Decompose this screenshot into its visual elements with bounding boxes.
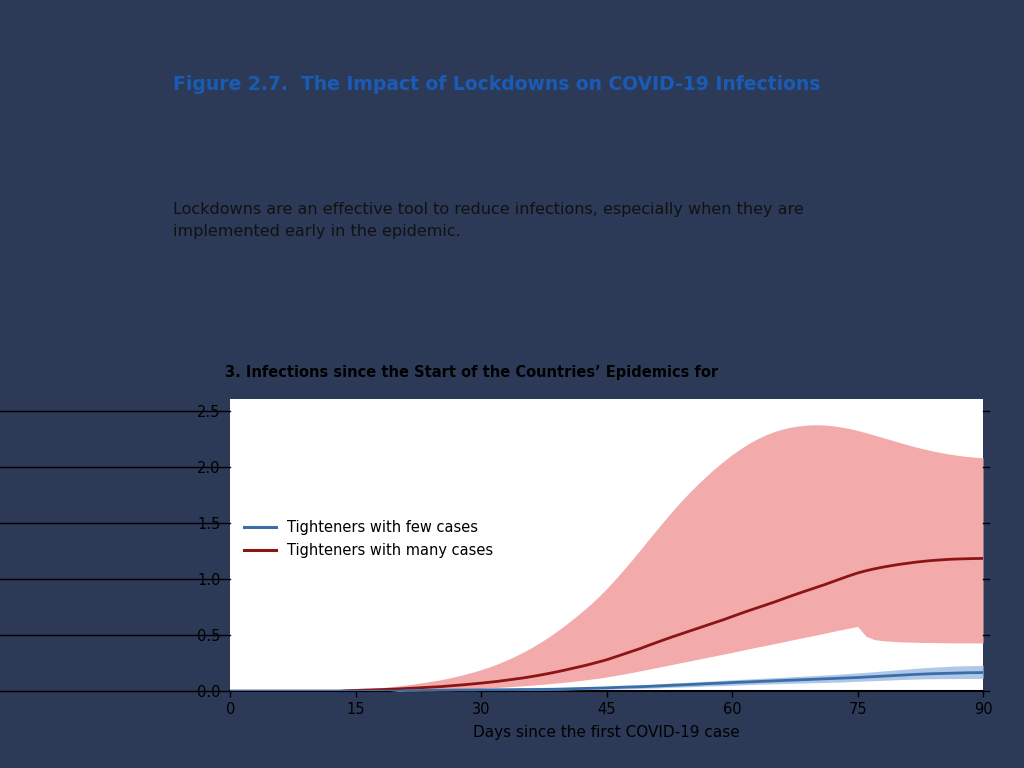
Legend: Tighteners with few cases, Tighteners with many cases: Tighteners with few cases, Tighteners wi… (238, 515, 500, 564)
Text: Tighteners with Few and Many Cases: Tighteners with Few and Many Cases (225, 399, 553, 414)
Text: (Per thousand people, split based on weekly cases at: (Per thousand people, split based on wee… (225, 433, 687, 448)
X-axis label: Days since the first COVID-19 case: Days since the first COVID-19 case (473, 725, 740, 740)
Text: 3. Infections since the Start of the Countries’ Epidemics for: 3. Infections since the Start of the Cou… (225, 365, 718, 379)
Text: Figure 2.7.  The Impact of Lockdowns on COVID-19 Infections: Figure 2.7. The Impact of Lockdowns on C… (173, 74, 820, 94)
Text: maximum stringency): maximum stringency) (225, 467, 425, 482)
Text: Lockdowns are an effective tool to reduce infections, especially when they are
i: Lockdowns are an effective tool to reduc… (173, 202, 804, 240)
